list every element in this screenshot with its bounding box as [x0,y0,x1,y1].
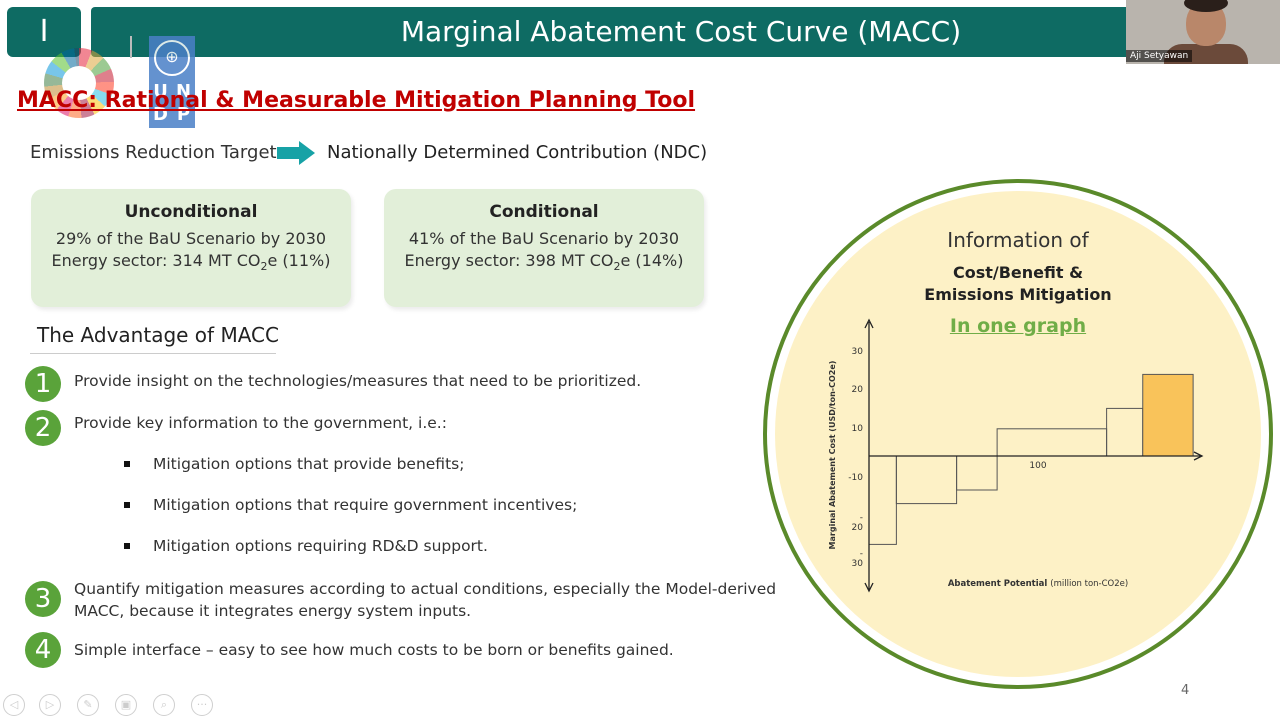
participant-name: Aji Setyawan [1126,50,1193,62]
advantage-item-2: Provide key information to the governmen… [74,414,447,432]
card-line: 41% of the BaU Scenario by 2030 [408,229,680,248]
info-subtitle: Cost/Benefit & Emissions Mitigation [900,262,1136,306]
card-line-energy: Energy sector: 398 MT CO2e (14%) [384,250,704,278]
bullet-icon [124,461,130,467]
undp-letter-n: N [175,81,192,102]
card-text: Energy sector: 398 MT CO [404,251,614,270]
undp-letter-u: U [153,81,168,102]
pen-icon[interactable]: ✎ [77,694,99,716]
advantage-item-3: Quantify mitigation measures according t… [74,578,776,622]
next-icon[interactable]: ▷ [39,694,61,716]
undp-logo: ⊕ U N D P [149,36,195,128]
bullet-icon [124,502,130,508]
slide-title: Marginal Abatement Cost Curve (MACC) [91,7,1131,57]
sub-bullet-1: Mitigation options that provide benefits… [153,455,465,473]
number-badge-2: 2 [25,410,61,446]
y-tick-label: 20 [852,523,864,533]
undp-letter-d: D [153,104,168,125]
sub-bullet-3: Mitigation options requiring RD&D suppor… [153,537,488,555]
macc-bar-4 [996,428,1108,457]
advantage-item-3-line1: Quantify mitigation measures according t… [74,580,777,598]
ndc-label: Nationally Determined Contribution (NDC) [327,142,708,163]
zoom-icon[interactable]: ⌕ [153,694,175,716]
sdg-wheel-center [62,66,96,100]
y-tick-label: 20 [852,385,864,395]
card-line: 29% of the BaU Scenario by 2030 [55,229,327,248]
logo-divider [130,36,132,58]
number-badge-3: 3 [25,581,61,617]
presentation-logo: I [7,7,81,57]
prev-icon[interactable]: ◁ [3,694,25,716]
participant-hair [1184,0,1228,12]
bullet-icon [124,543,130,549]
number-badge-1: 1 [25,366,61,402]
participant-video[interactable]: Aji Setyawan [1126,0,1280,64]
subscript: 2 [260,260,268,274]
y-axis-label: Marginal Abatement Cost (USD/ton-CO2e) [828,361,837,550]
more-icon[interactable]: ··· [191,694,213,716]
sub-bullet-2: Mitigation options that require governme… [153,496,578,514]
x-tick-label: 100 [1029,461,1046,471]
y-tick-label: - [860,549,863,559]
x-axis-label: Abatement Potential (million ton-CO2e) [948,579,1128,589]
subscript: 2 [613,260,621,274]
macc-bar-1 [868,455,897,545]
right-arrow-icon [277,141,315,165]
macc-bar-5 [1106,407,1144,457]
y-tick-label: 30 [852,559,864,569]
heading-divider [30,353,276,354]
card-line-energy: Energy sector: 314 MT CO2e (11%) [31,250,351,278]
info-subtitle-line2: Emissions Mitigation [924,285,1112,304]
undp-letter-p: P [176,104,191,125]
y-axis-arrow-up [864,318,874,329]
y-tick-label: 10 [852,424,864,434]
advantage-item-3-line2: MACC, because it integrates energy syste… [74,602,472,620]
y-tick-label: -10 [848,473,863,483]
card-text: Energy sector: 314 MT CO [51,251,261,270]
in-one-graph-label: In one graph [949,315,1087,337]
card-text: e (11%) [267,251,331,270]
y-tick-label: 30 [852,347,864,357]
macc-bar-6 [1142,373,1194,457]
number-badge-4: 4 [25,632,61,668]
emissions-target-label: Emissions Reduction Target [30,142,277,163]
slides-icon[interactable]: ▣ [115,694,137,716]
y-tick-label: - [860,513,863,523]
info-title: Information of [947,228,1089,252]
un-emblem-icon: ⊕ [154,40,190,76]
advantage-heading: The Advantage of MACC [37,323,279,347]
macc-bar-2 [895,455,958,505]
info-subtitle-line1: Cost/Benefit & [952,263,1084,282]
advantage-item-4: Simple interface – easy to see how much … [74,641,674,659]
y-axis-arrow-down [864,582,874,593]
slide-subtitle: MACC: Rational & Measurable Mitigation P… [17,88,696,113]
x-axis-arrow [1193,451,1204,461]
card-heading: Conditional [489,202,599,222]
card-text: e (14%) [620,251,684,270]
advantage-item-1: Provide insight on the technologies/meas… [74,372,642,390]
conditional-card: Conditional 41% of the BaU Scenario by 2… [384,189,704,307]
page-number: 4 [1181,683,1190,698]
macc-bar-3 [956,455,998,491]
card-heading: Unconditional [124,202,258,222]
unconditional-card: Unconditional 29% of the BaU Scenario by… [31,189,351,307]
